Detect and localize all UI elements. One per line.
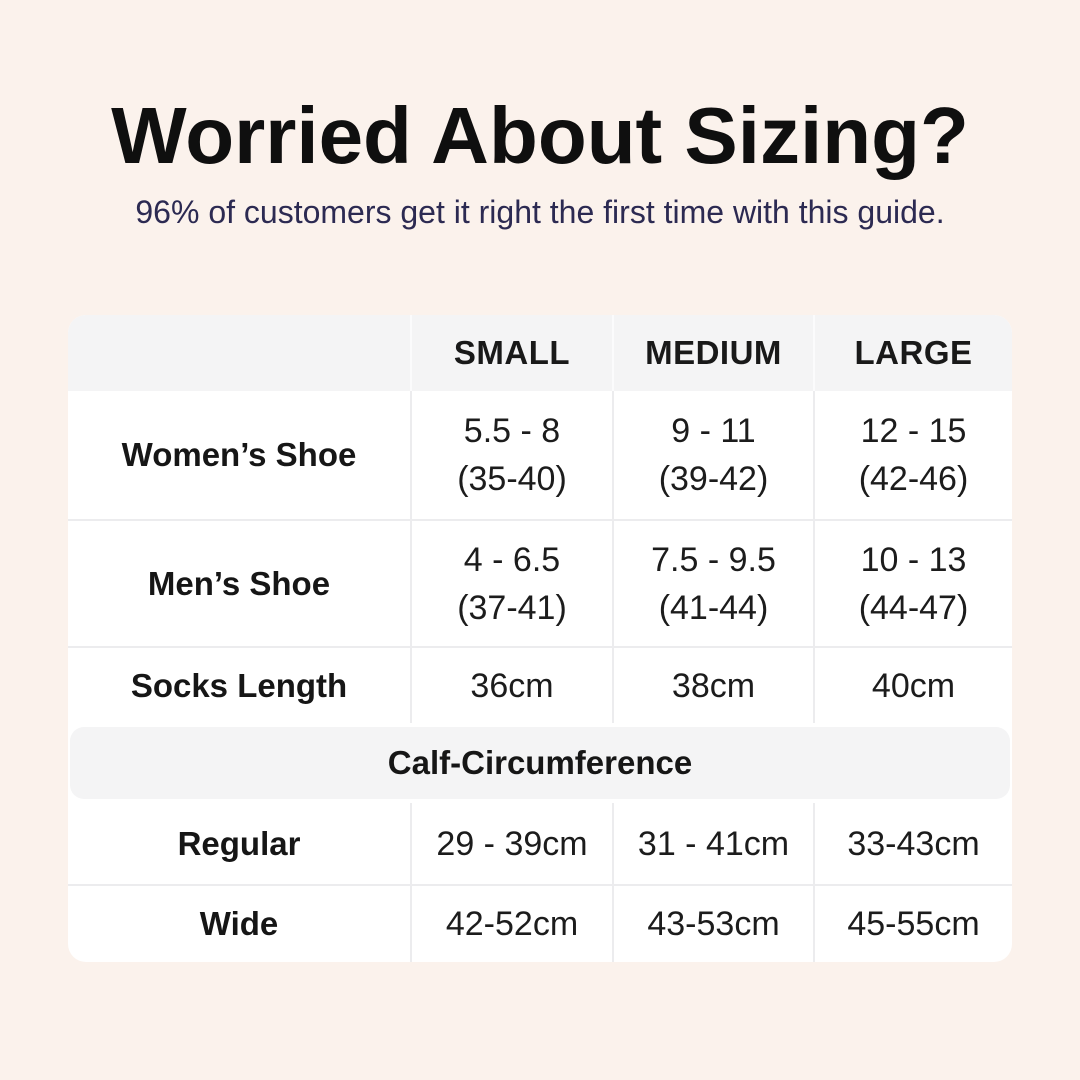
- value-eu-range: (42-46): [858, 460, 969, 498]
- value-main: 36cm: [470, 666, 554, 705]
- value-eu-range: (44-47): [858, 588, 969, 627]
- header-cell-large: LARGE: [813, 315, 1012, 391]
- row-label-regular: Regular: [177, 824, 301, 862]
- value-main: 5.5 - 8: [463, 412, 561, 450]
- value-main: 9 - 11: [671, 412, 756, 450]
- value-main: 33-43cm: [847, 824, 980, 863]
- row-label-mens-shoe: Men’s Shoe: [147, 564, 331, 602]
- regular-small-cell: 29 - 39cm: [410, 803, 612, 884]
- value-main: 4 - 6.5: [463, 540, 561, 579]
- mens-shoe-large-cell: 10 - 13 (44-47): [813, 521, 1012, 646]
- value-main: 31 - 41cm: [637, 824, 790, 863]
- row-label-womens-shoe: Women’s Shoe: [121, 436, 357, 473]
- value-main: 38cm: [671, 666, 756, 705]
- row-label-wide: Wide: [199, 905, 279, 942]
- value-eu-range: (37-41): [457, 588, 567, 627]
- sizing-table-card: SMALL MEDIUM LARGE Women’s Shoe 5.5 - 8 …: [68, 315, 1012, 962]
- hero-section: Worried About Sizing? 96% of customers g…: [0, 92, 1080, 231]
- value-main: 40cm: [871, 666, 956, 705]
- value-main: 10 - 13: [860, 540, 967, 579]
- regular-medium-cell: 31 - 41cm: [612, 803, 813, 884]
- regular-large-cell: 33-43cm: [813, 803, 1012, 884]
- value-main: 12 - 15: [860, 412, 967, 450]
- table-row-mens-shoe: Men’s Shoe 4 - 6.5 (37-41) 7.5 - 9.5 (41…: [68, 519, 1012, 646]
- table-row-regular: Regular 29 - 39cm 31 - 41cm 33-43cm: [68, 803, 1012, 884]
- mens-shoe-medium-cell: 7.5 - 9.5 (41-44): [612, 521, 813, 646]
- socks-length-medium-cell: 38cm: [612, 648, 813, 723]
- value-eu-range: (35-40): [457, 460, 567, 498]
- value-eu-range: (41-44): [658, 588, 769, 627]
- value-main: 43-53cm: [647, 905, 780, 943]
- womens-shoe-large-cell: 12 - 15 (42-46): [813, 391, 1012, 519]
- value-main: 29 - 39cm: [436, 824, 588, 863]
- value-main: 45-55cm: [847, 905, 980, 943]
- value-main: 42-52cm: [445, 905, 579, 943]
- header-cell-medium: MEDIUM: [612, 315, 813, 391]
- value-main: 7.5 - 9.5: [651, 540, 776, 579]
- socks-length-small-cell: 36cm: [410, 648, 612, 723]
- table-row-wide: Wide 42-52cm 43-53cm 45-55cm: [68, 884, 1012, 962]
- wide-small-cell: 42-52cm: [410, 886, 612, 962]
- socks-length-large-cell: 40cm: [813, 648, 1012, 723]
- page-subtitle: 96% of customers get it right the first …: [135, 194, 945, 230]
- row-label-socks-length: Socks Length: [130, 666, 348, 704]
- womens-shoe-small-cell: 5.5 - 8 (35-40): [410, 391, 612, 519]
- wide-medium-cell: 43-53cm: [612, 886, 813, 962]
- header-cell-small: SMALL: [410, 315, 612, 391]
- section-band-wrapper: Calf-Circumference: [68, 723, 1012, 803]
- womens-shoe-medium-cell: 9 - 11 (39-42): [612, 391, 813, 519]
- mens-shoe-small-cell: 4 - 6.5 (37-41): [410, 521, 612, 646]
- value-eu-range: (39-42): [658, 460, 769, 498]
- table-header-row: SMALL MEDIUM LARGE: [68, 315, 1012, 391]
- header-cell-empty: [68, 315, 410, 391]
- page-title: Worried About Sizing?: [111, 91, 969, 180]
- table-row-socks-length: Socks Length 36cm 38cm 40cm: [68, 646, 1012, 723]
- table-row-womens-shoe: Women’s Shoe 5.5 - 8 (35-40) 9 - 11 (39-…: [68, 391, 1012, 519]
- calf-circumference-section-header: Calf-Circumference: [70, 727, 1010, 799]
- wide-large-cell: 45-55cm: [813, 886, 1012, 962]
